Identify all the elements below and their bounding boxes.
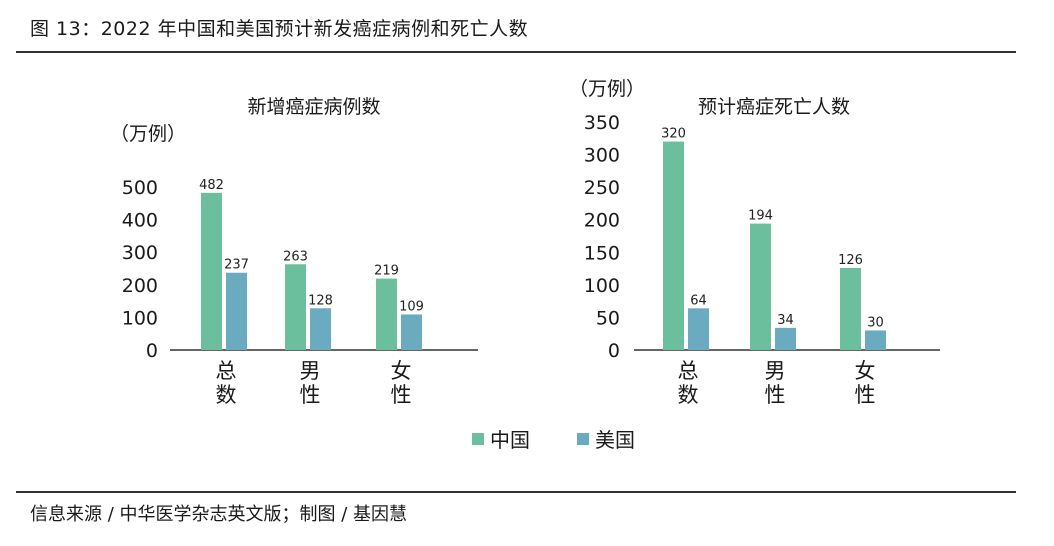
chart-2-data-label: 126 <box>838 253 863 268</box>
chart-2-y-tick: 300 <box>584 145 620 167</box>
chart-1-y-tick: 300 <box>122 242 158 264</box>
chart-1-data-label: 482 <box>199 178 224 193</box>
chart-2-data-label: 30 <box>867 315 884 330</box>
chart-1-data-label: 219 <box>374 264 399 279</box>
chart-2-bar-usa <box>865 330 886 350</box>
chart-1-y-tick: 0 <box>146 340 158 362</box>
chart-1-bar-usa <box>226 272 247 350</box>
chart-2-y-tick: 250 <box>584 177 620 199</box>
chart-2-title: 预计癌症死亡人数 <box>698 96 850 118</box>
figure-title: 图 13：2022 年中国和美国预计新发癌症病例和死亡人数 <box>30 18 529 40</box>
chart-1-category-label: 数 <box>216 383 237 407</box>
chart-1-data-label: 128 <box>308 293 333 308</box>
chart-1-category-label: 男 <box>300 359 321 383</box>
chart-1-bar-china <box>201 192 222 350</box>
chart-1-category-label: 女 <box>391 359 412 383</box>
chart-2-bar-usa <box>775 327 796 350</box>
chart-2-y-tick: 50 <box>596 307 620 329</box>
chart-1-y-tick: 400 <box>122 210 158 232</box>
chart-1-data-label: 263 <box>283 249 308 264</box>
chart-2-data-label: 194 <box>748 209 773 224</box>
chart-1-category-label: 总 <box>216 359 237 383</box>
chart-1-bar-usa <box>310 308 331 350</box>
chart-2-bar-china <box>840 267 861 350</box>
chart-2-category-label: 男 <box>765 359 786 383</box>
chart-1-y-tick: 200 <box>122 275 158 297</box>
chart-1-data-label: 237 <box>224 258 249 273</box>
chart-1-category-label: 性 <box>300 383 321 407</box>
chart-1-data-label: 109 <box>399 299 424 314</box>
chart-1-bar-china <box>376 278 397 350</box>
chart-1-bar-usa <box>401 314 422 350</box>
chart-2-y-tick: 150 <box>584 242 620 264</box>
top-rule <box>16 51 1016 53</box>
chart-1-category-label: 性 <box>391 383 412 407</box>
chart-2-y-tick: 350 <box>584 112 620 134</box>
chart-2-y-tick: 0 <box>608 340 620 362</box>
chart-2-data-label: 34 <box>777 313 794 328</box>
legend-label-china: 中国 <box>490 428 530 452</box>
chart-2-category-label: 总 <box>678 359 699 383</box>
chart-2-category-label: 女 <box>855 359 876 383</box>
chart-1-bar-china <box>285 264 306 350</box>
chart-2-bar-usa <box>688 308 709 350</box>
chart-2-data-label: 64 <box>690 293 707 308</box>
chart-1-y-tick: 500 <box>122 177 158 199</box>
chart-1-unit-label: （万例） <box>110 123 186 145</box>
chart-2-bar-china <box>750 223 771 350</box>
chart-2-category-label: 数 <box>678 383 699 407</box>
bottom-rule <box>16 491 1016 493</box>
chart-1-title: 新增癌症病例数 <box>247 96 380 118</box>
chart-2-category-label: 性 <box>765 383 786 407</box>
legend-label-usa: 美国 <box>595 428 635 452</box>
chart-2-y-tick: 200 <box>584 210 620 232</box>
legend-swatch-china <box>472 433 484 445</box>
chart-2-data-label: 320 <box>661 127 686 142</box>
source-note: 信息来源 / 中华医学杂志英文版；制图 / 基因慧 <box>30 504 408 525</box>
chart-2-category-label: 性 <box>855 383 876 407</box>
chart-1-y-tick: 100 <box>122 307 158 329</box>
chart-2-unit-label: （万例） <box>569 78 645 100</box>
legend-swatch-usa <box>577 433 589 445</box>
chart-2-bar-china <box>663 141 684 350</box>
chart-2-y-tick: 100 <box>584 275 620 297</box>
